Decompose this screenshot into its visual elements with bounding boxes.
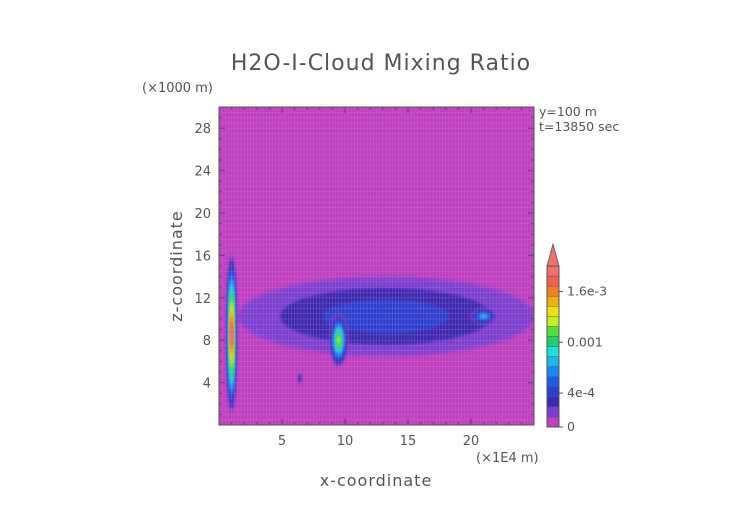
colorbar-tick-label: 0.001 <box>567 334 603 349</box>
colorbar-swatch <box>546 396 560 408</box>
x-unit-label: (×1E4 m) <box>476 451 539 466</box>
annotation-t: t=13850 sec <box>539 119 619 134</box>
x-tick-label: 10 <box>337 434 354 449</box>
colorbar-swatch <box>546 265 560 277</box>
y-tick-label: 28 <box>194 122 211 137</box>
colorbar-swatch <box>546 316 560 327</box>
colorbar-swatch <box>546 346 560 357</box>
colorbar-tick-label: 0 <box>567 419 575 434</box>
colorbar-swatch <box>546 386 560 398</box>
colorbar-swatch <box>546 275 560 287</box>
y-tick-label: 24 <box>194 165 211 180</box>
colorbar-swatch <box>546 285 560 297</box>
colorbar-swatch <box>546 295 560 307</box>
y-unit-label: (×1000 m) <box>142 81 213 96</box>
colorbar-tick-label: 4e-4 <box>567 385 595 400</box>
colorbar-swatch <box>546 336 560 347</box>
colorbar-swatch <box>546 406 560 418</box>
y-axis: 4 8 12 16 20 24 28 <box>194 117 534 415</box>
x-axis: 5 10 15 20 <box>231 107 522 449</box>
y-tick-label: 16 <box>194 249 211 264</box>
x-tick-label: 15 <box>400 434 417 449</box>
y-tick-label: 8 <box>203 334 211 349</box>
colorbar-tick-label: 1.6e-3 <box>567 283 607 298</box>
y-axis-label: z-coordinate <box>167 210 186 322</box>
y-tick-label: 12 <box>194 292 211 307</box>
colorbar-swatch <box>546 306 560 317</box>
colorbar: 0 4e-4 0.001 1.6e-3 <box>546 242 607 434</box>
chart-title: H2O-I-Cloud Mixing Ratio <box>231 51 531 76</box>
annotation-y: y=100 m <box>539 104 597 119</box>
colorbar-frame <box>546 265 560 428</box>
field-level-4-2 <box>298 374 302 383</box>
colorbar-swatch <box>546 376 560 387</box>
colorbar-swatch <box>546 366 560 377</box>
colorbar-swatch <box>546 416 560 428</box>
colorbar-swatch <box>546 356 560 367</box>
y-tick-label: 4 <box>203 377 211 392</box>
x-axis-label: x-coordinate <box>320 471 433 490</box>
x-tick-label: 5 <box>278 434 286 449</box>
x-tick-label: 20 <box>463 434 480 449</box>
plot-grid <box>219 107 534 425</box>
y-tick-label: 20 <box>194 207 211 222</box>
colorbar-extend-arrow <box>546 242 560 267</box>
colorbar-swatch <box>546 326 560 337</box>
